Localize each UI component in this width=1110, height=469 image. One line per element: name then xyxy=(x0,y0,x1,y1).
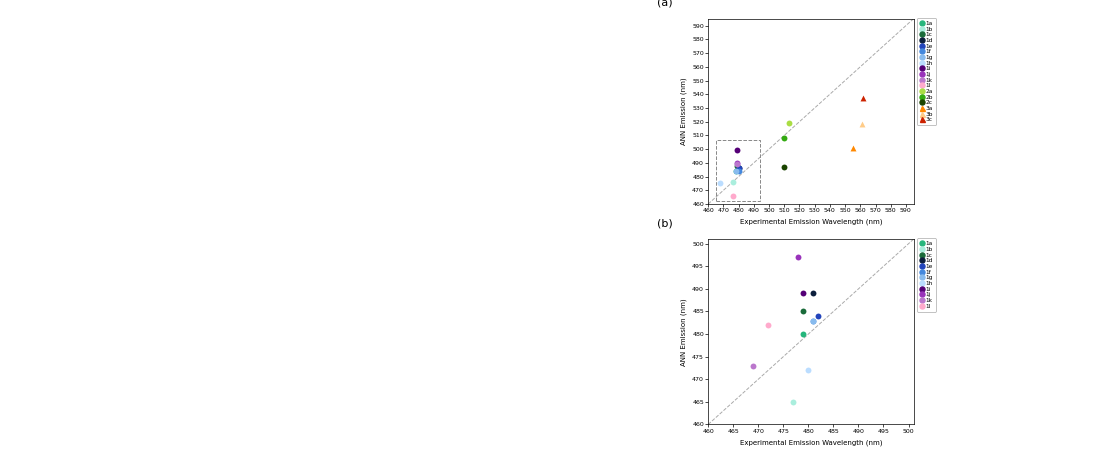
Point xyxy=(805,290,823,297)
Point xyxy=(852,121,870,128)
Point xyxy=(728,147,746,154)
Point xyxy=(724,178,741,186)
Point xyxy=(780,119,798,127)
Point xyxy=(729,165,747,172)
Y-axis label: ANN Emission (nm): ANN Emission (nm) xyxy=(680,77,687,145)
Bar xyxy=(716,139,760,201)
Point xyxy=(728,160,746,168)
Point xyxy=(745,362,763,370)
X-axis label: Experimental Emission Wavelength (nm): Experimental Emission Wavelength (nm) xyxy=(739,219,882,225)
Point xyxy=(776,135,794,142)
Point xyxy=(844,144,861,151)
Point xyxy=(724,192,741,199)
Point xyxy=(727,167,745,175)
Point xyxy=(795,330,813,338)
Text: (a): (a) xyxy=(657,0,673,8)
Point xyxy=(799,366,817,374)
Y-axis label: ANN Emission (nm): ANN Emission (nm) xyxy=(680,298,687,366)
Point xyxy=(795,290,813,297)
Point xyxy=(712,180,729,187)
Point xyxy=(729,167,747,175)
Legend: 1a, 1b, 1c, 1d, 1e, 1f, 1g, 1h, 1i, 1j, 1k, 1l: 1a, 1b, 1c, 1d, 1e, 1f, 1g, 1h, 1i, 1j, … xyxy=(917,238,936,312)
Point xyxy=(795,308,813,315)
Point xyxy=(789,254,807,261)
Point xyxy=(728,159,746,166)
Point xyxy=(776,163,794,171)
Point xyxy=(805,317,823,324)
Point xyxy=(785,398,803,406)
Point xyxy=(729,165,747,172)
Point xyxy=(728,162,746,169)
Point xyxy=(855,95,872,102)
Point xyxy=(759,321,777,329)
Point xyxy=(727,167,745,175)
Text: (b): (b) xyxy=(657,218,673,228)
Point xyxy=(809,312,827,320)
X-axis label: Experimental Emission Wavelength (nm): Experimental Emission Wavelength (nm) xyxy=(739,439,882,446)
Point xyxy=(805,317,823,324)
Legend: 1a, 1b, 1c, 1d, 1e, 1f, 1g, 1h, 1i, 1j, 1k, 1l, 2a, 2b, 2c, 3a, 3b, 3c: 1a, 1b, 1c, 1d, 1e, 1f, 1g, 1h, 1i, 1j, … xyxy=(917,18,936,125)
